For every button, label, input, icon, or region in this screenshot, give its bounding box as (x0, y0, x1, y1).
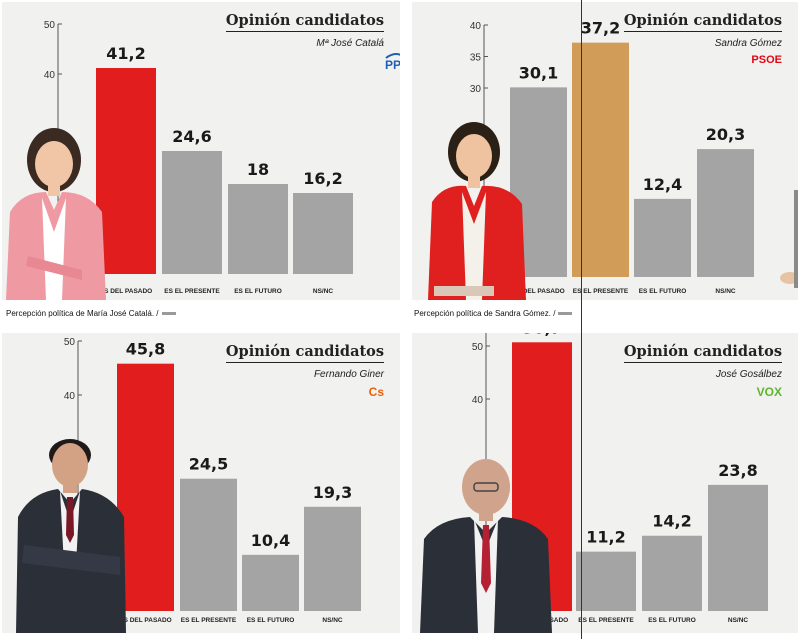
bar-value-label: 10,4 (251, 531, 290, 550)
category-label: ES EL FUTURO (639, 288, 687, 295)
y-tick-label: 30 (470, 84, 482, 95)
candidate-name: Fernando Giner (313, 369, 384, 380)
category-label: NS/NC (728, 617, 749, 624)
chart-panel-psoe: 30 35 40 30,1 ES DEL PASADO 37,2 ES EL PRESENT… (412, 2, 798, 300)
bar (642, 535, 702, 611)
bar (304, 506, 361, 611)
chart-title: Opinión candidatos (623, 343, 782, 363)
psoe-logo: PSOE (751, 54, 782, 66)
bar-value-label: 23,8 (718, 461, 757, 480)
bar-value-label: 12,4 (643, 175, 682, 194)
y-tick-label: 40 (44, 70, 56, 81)
bar (117, 363, 174, 611)
caption-dash (558, 312, 573, 316)
candidate-photo-vox (414, 453, 558, 633)
bar-value-label: 30,1 (519, 63, 558, 82)
bar (293, 193, 353, 274)
bar (576, 551, 636, 611)
caption-text: Percepción política de Sandra Gómez. / (414, 309, 556, 318)
bar-value-label: 19,3 (313, 483, 352, 502)
chart-title: Opinión candidatos (225, 343, 384, 363)
vox-logo-text: VOX (756, 385, 782, 399)
caption-pp: Percepción política de María José Catalá… (6, 309, 176, 318)
category-label: ES EL FUTURO (234, 288, 282, 295)
bar-value-label: 41,2 (106, 44, 145, 63)
y-tick-label: 35 (470, 53, 482, 64)
psoe-logo-text: PSOE (751, 54, 782, 66)
category-label: ES EL FUTURO (247, 617, 295, 624)
chart-panel-pp: 40 50 41,2 ES DEL PASADO 24,6 ES EL PRESENTE 1… (2, 2, 400, 300)
bar (697, 149, 754, 277)
chart-title: Opinión candidatos (225, 12, 384, 32)
y-tick-label: 50 (472, 342, 484, 353)
chart-panel-cs: 40 50 45,8 ES DEL PASADO 24,5 ES EL PRESENTE 1… (2, 333, 400, 633)
candidate-photo-cs (10, 425, 134, 633)
category-label: ES DEL PASADO (100, 288, 153, 295)
bar-value-label: 24,5 (189, 455, 228, 474)
bar (228, 184, 288, 274)
cs-logo: Cs (369, 385, 384, 399)
y-tick-label: 50 (64, 337, 76, 348)
bar-value-label: 45,8 (126, 340, 165, 359)
bar (634, 198, 691, 277)
bar (180, 478, 237, 611)
candidate-name: Sandra Gómez (714, 38, 782, 49)
category-label: ES EL PRESENTE (578, 617, 634, 624)
category-label: ES EL PRESENTE (164, 288, 220, 295)
y-tick-label: 50 (44, 20, 56, 31)
chart-title: Opinión candidatos (623, 12, 782, 32)
y-tick-label: 40 (470, 21, 482, 32)
bar-value-label: 11,2 (586, 528, 625, 547)
cs-logo-text: Cs (368, 385, 384, 399)
category-label: NS/NC (313, 288, 334, 295)
caption-dash (161, 312, 176, 316)
category-label: ES DEL PASADO (119, 617, 172, 624)
category-label: ES DEL PASADO (512, 288, 565, 295)
y-tick-label: 40 (64, 391, 76, 402)
bar-value-label: 16,2 (303, 169, 342, 188)
bar (162, 151, 222, 274)
category-label: NS/NC (322, 617, 343, 624)
bar-value-label: 50,7 (522, 333, 561, 337)
candidate-name: Mª José Catalá (316, 38, 384, 49)
category-label: ES EL PRESENTE (181, 617, 237, 624)
caption-text: Percepción política de María José Catalá… (6, 309, 159, 318)
gutter-vertical (400, 0, 412, 639)
chart-svg-pp: 40 50 41,2 ES DEL PASADO 24,6 ES EL PRESENTE 1… (44, 20, 353, 295)
pp-logo-text: PP (385, 58, 400, 70)
bar-value-label: 14,2 (652, 512, 691, 531)
bar (242, 554, 299, 611)
caption-psoe: Percepción política de Sandra Gómez. / (414, 309, 573, 318)
bar (96, 68, 156, 274)
y-tick-label: 40 (472, 395, 484, 406)
chart-svg-cs: 40 50 45,8 ES DEL PASADO 24,5 ES EL PRESENTE 1… (64, 337, 361, 624)
bar-value-label: 37,2 (581, 19, 620, 38)
bar-value-label: 24,6 (172, 127, 211, 146)
pp-logo-icon: PP (385, 53, 400, 70)
vox-logo: VOX (757, 385, 782, 399)
partial-person-photo (764, 190, 798, 300)
bar (708, 484, 768, 611)
candidate-name: José Gosálbez (715, 369, 782, 380)
bar-value-label: 20,3 (706, 125, 745, 144)
divider-line (581, 0, 582, 639)
category-label: ES EL FUTURO (648, 617, 696, 624)
candidate-photo-psoe (422, 114, 534, 300)
category-label: ES EL PRESENTE (573, 288, 629, 295)
bar-value-label: 18 (247, 160, 269, 179)
category-label: NS/NC (715, 288, 736, 295)
candidate-photo-pp (2, 120, 110, 300)
